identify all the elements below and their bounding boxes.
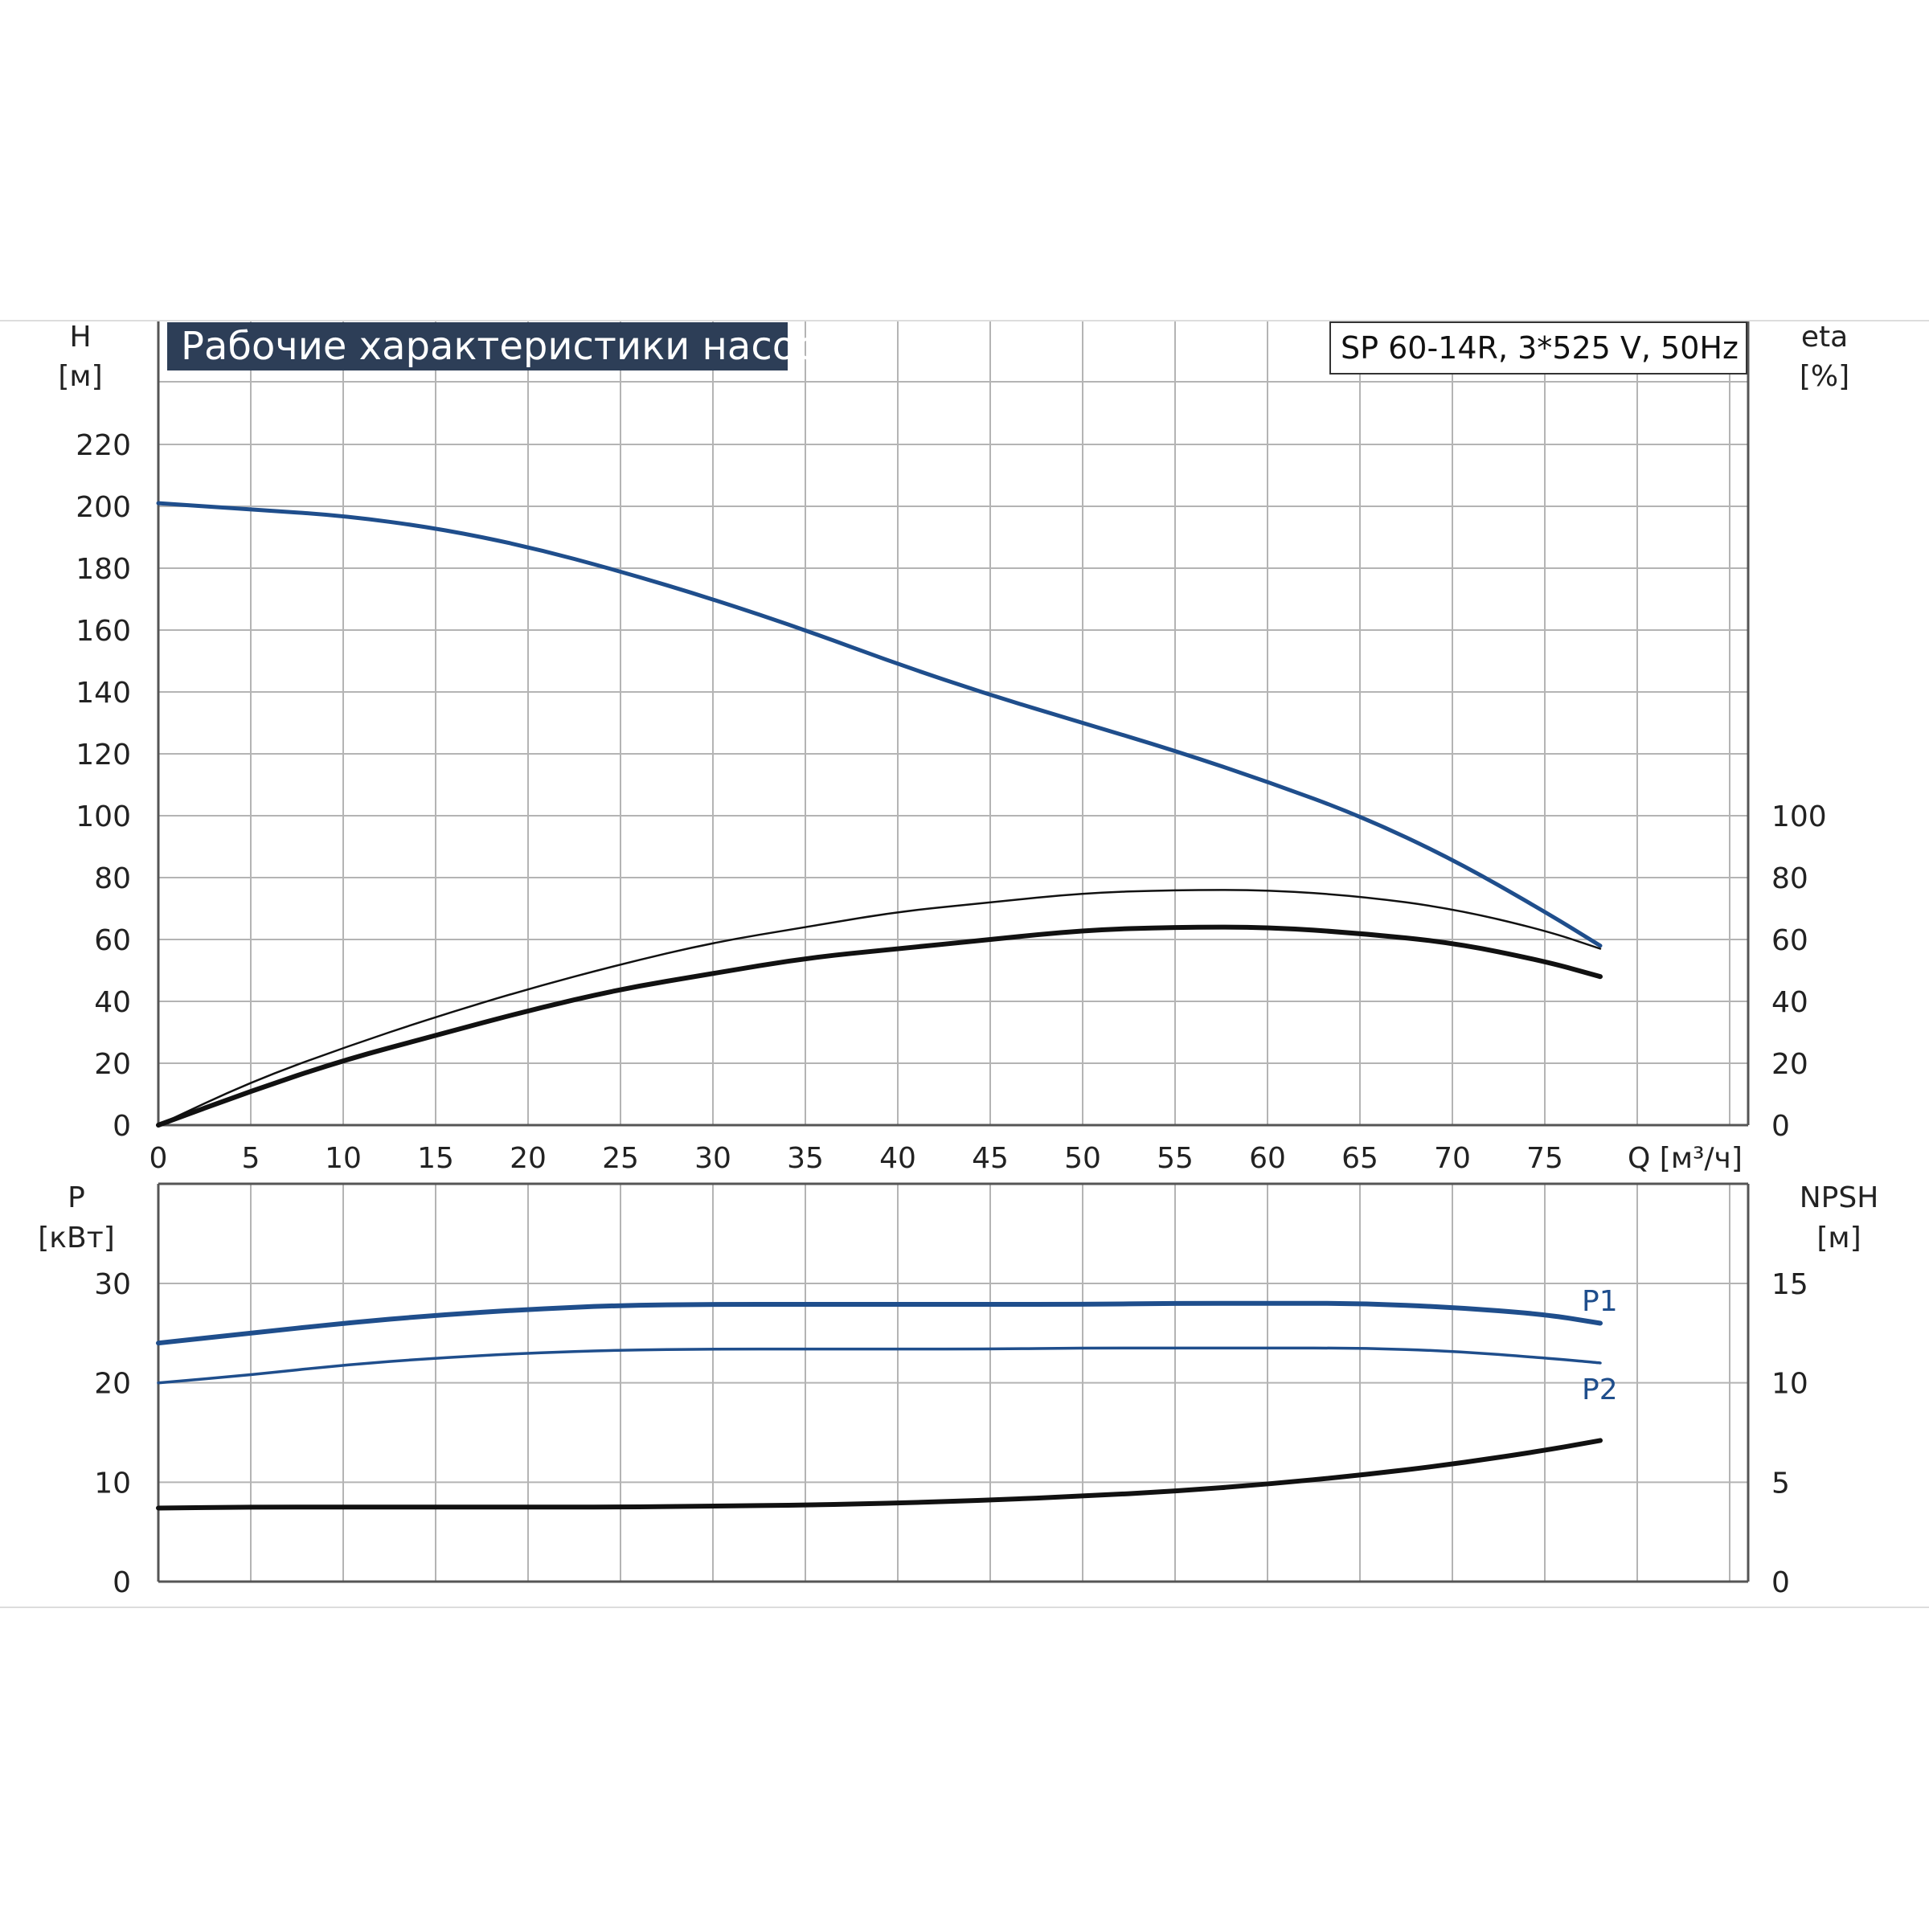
x-tick-label: 30: [694, 1142, 731, 1175]
y-tick-label: 120: [76, 739, 131, 772]
y-axis-label: H: [69, 321, 91, 354]
series-p1-curve: [156, 1300, 1603, 1346]
y-right-tick-label: 0: [1771, 1566, 1790, 1599]
x-tick-label: 75: [1526, 1142, 1563, 1175]
y-right-tick-label: 100: [1771, 800, 1827, 833]
x-tick-label: 40: [879, 1142, 916, 1175]
y-tick-label: 20: [94, 1048, 131, 1081]
x-tick-label: 5: [242, 1142, 260, 1175]
y-right-tick-label: 0: [1771, 1110, 1790, 1143]
y-right-axis-label: eta: [1801, 321, 1848, 354]
y-tick-label: 0: [113, 1566, 131, 1599]
model-label: SP 60-14R, 3*525 V, 50Hz: [1341, 330, 1739, 366]
y-right-axis-label: NPSH: [1800, 1181, 1879, 1214]
x-tick-label: 35: [787, 1142, 824, 1175]
x-tick-label: 15: [417, 1142, 454, 1175]
y-tick-label: 30: [94, 1268, 131, 1301]
x-tick-label: 65: [1341, 1142, 1378, 1175]
series-npsh-curve: [156, 1438, 1603, 1511]
y-tick-label: 220: [76, 429, 131, 462]
series-efficiency-curve: [157, 889, 1602, 1127]
y-right-tick-label: 40: [1771, 986, 1808, 1019]
x-tick-label: 20: [510, 1142, 547, 1175]
x-tick-label: 60: [1249, 1142, 1286, 1175]
x-tick-label: 45: [972, 1142, 1009, 1175]
x-tick-label: 25: [602, 1142, 639, 1175]
series-head-curve: [156, 501, 1603, 948]
y-right-tick-label: 80: [1771, 862, 1808, 895]
y-right-axis-unit: [м]: [1816, 1222, 1861, 1255]
y-axis-unit: [кВт]: [38, 1222, 115, 1255]
y-right-axis-unit: [%]: [1800, 360, 1849, 393]
series-efficiency-curve-2: [156, 924, 1603, 1128]
y-right-tick-label: 5: [1771, 1467, 1790, 1500]
y-tick-label: 60: [94, 924, 131, 957]
series-label-p1: P1: [1582, 1285, 1618, 1318]
y-axis-unit: [м]: [58, 360, 102, 393]
x-tick-label: 55: [1157, 1142, 1194, 1175]
y-tick-label: 0: [113, 1110, 131, 1143]
y-right-tick-label: 10: [1771, 1368, 1808, 1401]
y-tick-label: 40: [94, 986, 131, 1019]
y-tick-label: 200: [76, 491, 131, 524]
y-tick-label: 160: [76, 615, 131, 648]
y-tick-label: 80: [94, 862, 131, 895]
title-box: [167, 322, 788, 370]
series-p2-curve: [157, 1346, 1602, 1385]
y-right-tick-label: 20: [1771, 1048, 1808, 1081]
x-tick-label: 10: [325, 1142, 362, 1175]
y-axis-label: P: [68, 1181, 85, 1214]
y-tick-label: 180: [76, 553, 131, 586]
y-tick-label: 10: [94, 1467, 131, 1500]
y-right-tick-label: 15: [1771, 1268, 1808, 1301]
series-label-p2: P2: [1582, 1373, 1618, 1406]
chart-title: Рабочие характеристики насоса: [181, 324, 841, 369]
model-label-box: [1329, 321, 1747, 375]
x-axis-label: Q [м³/ч]: [1628, 1142, 1743, 1175]
x-tick-label: 50: [1064, 1142, 1101, 1175]
x-tick-label: 70: [1434, 1142, 1471, 1175]
x-tick-label: 0: [149, 1142, 168, 1175]
y-tick-label: 140: [76, 677, 131, 710]
y-right-tick-label: 60: [1771, 924, 1808, 957]
y-tick-label: 100: [76, 800, 131, 833]
y-tick-label: 20: [94, 1368, 131, 1401]
